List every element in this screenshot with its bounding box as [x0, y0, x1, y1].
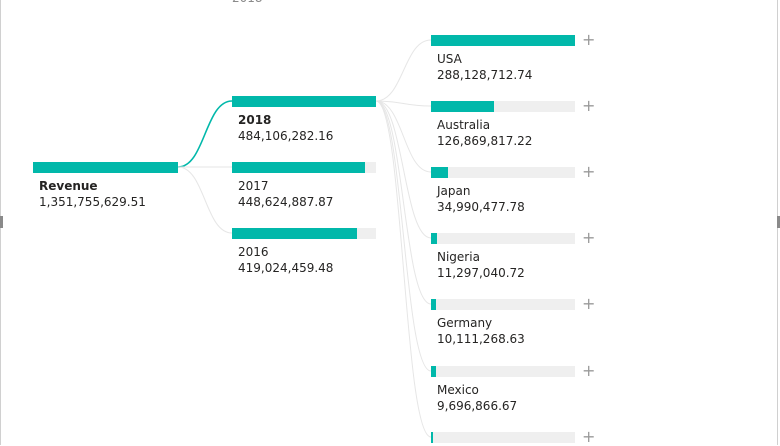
root-bar: [33, 162, 178, 173]
country-bar-track: [431, 101, 575, 112]
country-label: Australia: [437, 118, 491, 132]
resize-handle-right[interactable]: [777, 216, 780, 228]
country-bar: [431, 35, 575, 46]
country-bar: [431, 167, 448, 178]
country-bar-track: [431, 233, 575, 244]
year-value: 419,024,459.48: [238, 261, 334, 275]
connector: [177, 166, 233, 234]
connector: [375, 100, 432, 107]
connector: [375, 100, 432, 305]
country-label: Nigeria: [437, 250, 480, 264]
country-value: 126,869,817.22: [437, 134, 533, 148]
country-bar: [431, 299, 436, 310]
root-value: 1,351,755,629.51: [39, 195, 146, 209]
country-label: Japan: [437, 184, 471, 198]
expand-plus-icon[interactable]: +: [582, 162, 596, 181]
country-value: 11,297,040.72: [437, 266, 525, 280]
expand-plus-icon[interactable]: +: [582, 96, 596, 115]
root-label: Revenue: [39, 179, 98, 193]
country-bar: [431, 101, 494, 112]
expand-plus-icon[interactable]: +: [582, 361, 596, 380]
connector: [375, 39, 432, 102]
country-bar: [431, 366, 436, 377]
expand-plus-icon[interactable]: +: [582, 427, 596, 446]
connector: [375, 100, 432, 239]
connector: [375, 100, 432, 372]
expand-plus-icon[interactable]: +: [582, 30, 596, 49]
expand-plus-icon[interactable]: +: [582, 294, 596, 313]
year-value: 448,624,887.87: [238, 195, 334, 209]
year-label: 2018: [238, 113, 272, 127]
country-value: 10,111,268.63: [437, 332, 525, 346]
expand-plus-icon[interactable]: +: [582, 228, 596, 247]
country-bar-track: [431, 432, 575, 443]
country-bar-track: [431, 299, 575, 310]
year-bar: [232, 96, 376, 107]
active-connector: [177, 100, 233, 168]
connector: [375, 100, 432, 438]
resize-handle-left[interactable]: [0, 216, 3, 228]
connector: [375, 100, 432, 173]
country-label: Mexico: [437, 383, 479, 397]
country-bar-track: [431, 366, 575, 377]
scrolled-off-label: 2018: [232, 0, 263, 6]
country-bar: [431, 432, 433, 443]
country-label: USA: [437, 52, 462, 66]
country-bar: [431, 233, 437, 244]
year-label: 2017: [238, 179, 269, 193]
country-label: Germany: [437, 316, 493, 330]
year-value: 484,106,282.16: [238, 129, 334, 143]
country-bar-track: [431, 167, 575, 178]
country-value: 9,696,866.67: [437, 399, 518, 413]
year-label: 2016: [238, 245, 269, 259]
year-bar: [232, 228, 357, 239]
year-bar: [232, 162, 365, 173]
country-value: 288,128,712.74: [437, 68, 533, 82]
country-value: 34,990,477.78: [437, 200, 525, 214]
